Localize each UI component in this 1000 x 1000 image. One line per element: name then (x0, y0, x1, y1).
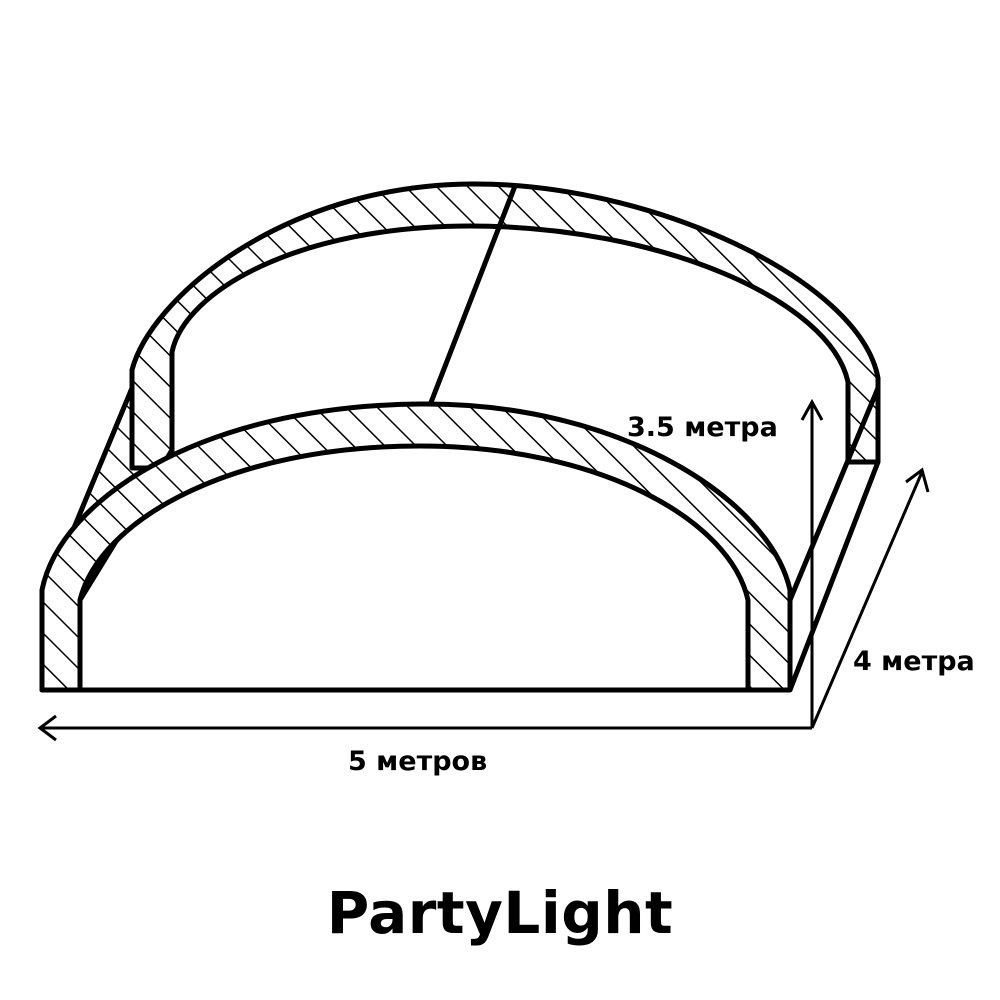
right-side-beam-bottom (787, 461, 881, 691)
roof-ridge-line (427, 185, 518, 406)
height-label: 3.5 метра (627, 412, 778, 443)
width-dimension-arrow (37, 714, 812, 742)
width-label: 5 метров (348, 746, 488, 777)
height-dimension-arrow (800, 398, 824, 728)
right-side-beam-top (787, 387, 881, 601)
depth-label: 4 метра (853, 646, 975, 677)
depth-dimension-arrow (810, 467, 930, 729)
brand-logo-text: PartyLight (326, 879, 674, 947)
